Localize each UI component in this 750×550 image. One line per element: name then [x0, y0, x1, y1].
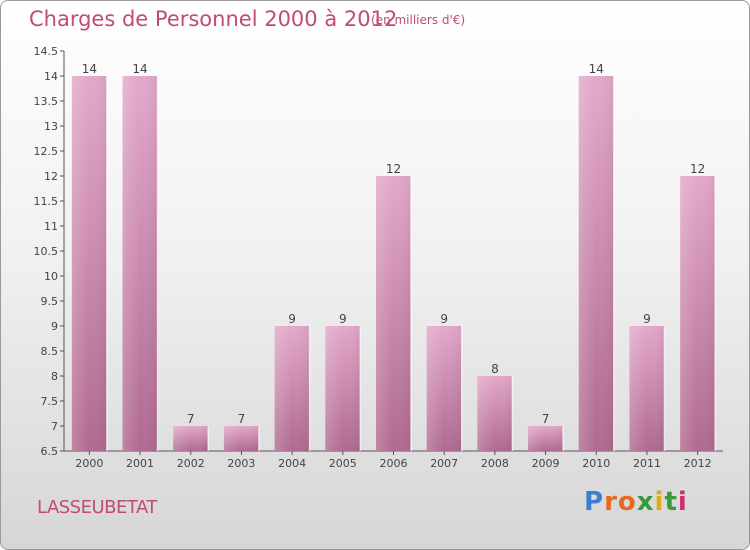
x-tick-label: 2002 [177, 457, 205, 470]
data-label: 7 [187, 412, 195, 426]
bar-shading [223, 426, 259, 451]
x-tick-label: 2004 [278, 457, 306, 470]
x-tick-label: 2001 [126, 457, 154, 470]
y-tick-label: 9.5 [41, 295, 59, 308]
proxiti-logo[interactable]: Proxiti [584, 487, 688, 517]
bar-shading [325, 326, 361, 451]
data-label: 9 [288, 312, 296, 326]
y-tick-label: 8.5 [41, 345, 59, 358]
data-label: 8 [491, 362, 499, 376]
data-label: 14 [132, 62, 147, 76]
bar-shading [629, 326, 665, 451]
y-tick-label: 14.5 [34, 45, 59, 58]
chart-title: Charges de Personnel 2000 à 2012 [29, 7, 398, 31]
y-tick-label: 9 [51, 320, 58, 333]
y-tick-label: 10 [44, 270, 58, 283]
logo-letter: P [584, 487, 605, 517]
bar-shading [680, 176, 716, 451]
logo-letter: x [636, 487, 655, 517]
y-tick-label: 7 [51, 420, 58, 433]
data-label: 12 [690, 162, 705, 176]
bar-shading [376, 176, 411, 451]
logo-letter: r [604, 487, 618, 517]
x-tick-label: 2009 [532, 457, 560, 470]
logo-letter: i [654, 487, 665, 517]
data-label: 12 [386, 162, 401, 176]
x-tick-label: 2010 [582, 457, 610, 470]
x-tick-label: 2011 [633, 457, 661, 470]
data-label: 7 [238, 412, 246, 426]
y-tick-label: 11.5 [34, 195, 59, 208]
bar-shading [477, 376, 513, 451]
y-tick-label: 14 [44, 70, 58, 83]
x-tick-label: 2006 [380, 457, 408, 470]
data-label: 14 [589, 62, 604, 76]
data-label: 14 [82, 62, 97, 76]
x-tick-label: 2007 [430, 457, 458, 470]
y-tick-label: 11 [44, 220, 58, 233]
y-tick-label: 7.5 [41, 395, 59, 408]
x-tick-label: 2003 [227, 457, 255, 470]
x-tick-label: 2012 [684, 457, 712, 470]
data-label: 9 [440, 312, 448, 326]
data-label: 9 [643, 312, 651, 326]
x-tick-label: 2005 [329, 457, 357, 470]
bar-shading [173, 426, 209, 451]
data-label: 9 [339, 312, 347, 326]
chart-subtitle: (en milliers d'€) [371, 13, 466, 27]
bar-shading [122, 76, 158, 451]
bar-shading [426, 326, 462, 451]
y-tick-label: 12.5 [34, 145, 59, 158]
logo-letter: t [664, 487, 678, 517]
bar-shading [71, 76, 107, 451]
chart-data-labels: 14 14 7 7 9 9 12 9 8 7 14 9 12 [82, 62, 706, 426]
logo-letter: o [617, 487, 637, 517]
chart-axes: 6.5 7 7.5 8 8.5 9 9.5 10 10.5 11 11.5 12 12.5 13 13.5 1… [34, 45, 723, 470]
x-tick-label: 2000 [75, 457, 103, 470]
x-tick-label: 2008 [481, 457, 509, 470]
y-tick-label: 13.5 [34, 95, 59, 108]
y-tick-label: 8 [51, 370, 58, 383]
bar-shading [528, 426, 564, 451]
bar-shading [578, 76, 614, 451]
commune-name: LASSEUBETAT [37, 497, 157, 518]
data-label: 7 [542, 412, 550, 426]
y-tick-label: 13 [44, 120, 58, 133]
y-tick-label: 6.5 [41, 445, 59, 458]
y-tick-label: 12 [44, 170, 58, 183]
y-tick-label: 10.5 [34, 245, 59, 258]
logo-letter: i [677, 487, 688, 517]
chart-bars [71, 76, 716, 451]
bar-shading [274, 326, 310, 451]
